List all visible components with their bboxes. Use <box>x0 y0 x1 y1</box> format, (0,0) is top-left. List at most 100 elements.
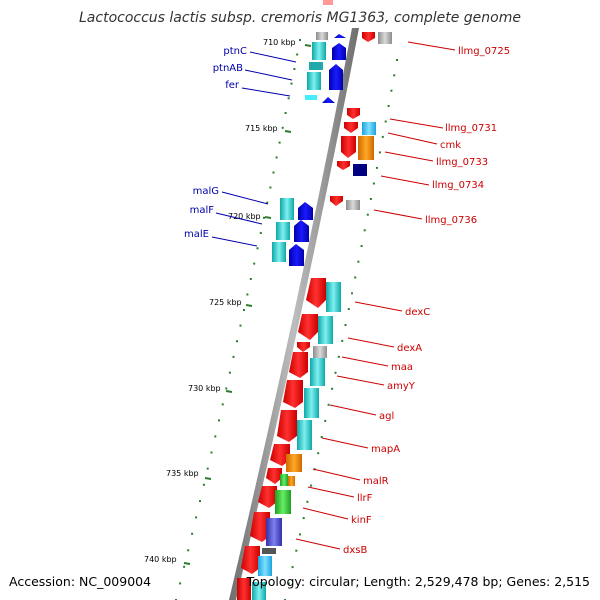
track-dot <box>299 533 301 536</box>
track-dot <box>187 549 190 552</box>
gene-block <box>266 518 282 546</box>
gene-arrow <box>241 546 260 574</box>
gene-block <box>237 578 251 600</box>
track-dot <box>351 292 353 295</box>
track-dot <box>221 403 224 406</box>
callout-leaders <box>211 41 456 550</box>
gene-arrow <box>297 342 310 352</box>
track-dot <box>263 216 265 219</box>
gene-label[interactable]: ptnC <box>223 46 247 57</box>
track-dot <box>390 89 393 92</box>
gene-block <box>378 32 392 44</box>
track-dot <box>296 53 299 56</box>
track-dot <box>366 213 369 216</box>
leader-line <box>244 69 293 81</box>
accession-text: Accession: NC_009004 <box>9 574 151 589</box>
gene-label[interactable]: malR <box>363 476 389 487</box>
gene-arrow <box>277 410 297 442</box>
gene-label[interactable]: dexA <box>397 343 422 354</box>
gene-block <box>272 242 286 262</box>
gene-arrow <box>250 512 270 542</box>
gene-label[interactable]: llmg_0725 <box>458 46 510 57</box>
gene-arrow <box>334 34 346 38</box>
gene-label[interactable]: llmg_0734 <box>432 180 484 191</box>
gene-label[interactable]: llmg_0731 <box>445 123 497 134</box>
tick-mark <box>204 477 212 480</box>
track-dot <box>347 308 350 311</box>
gene-label[interactable]: maa <box>391 362 413 373</box>
gene-block <box>262 548 276 554</box>
track-dot <box>228 371 231 374</box>
leader-line <box>354 301 403 312</box>
track-dot <box>259 232 262 234</box>
gene-label[interactable]: fer <box>225 80 240 91</box>
track-dot <box>372 182 375 185</box>
gene-arrow <box>337 161 350 170</box>
track-dot <box>302 517 305 520</box>
tick-mark <box>183 562 191 565</box>
gene-label[interactable]: cmk <box>440 140 461 151</box>
tick-mark <box>264 216 272 219</box>
tick-mark <box>245 304 253 307</box>
gene-block <box>275 490 291 514</box>
gene-arrow <box>298 202 313 220</box>
gene-block <box>310 358 325 386</box>
gene-labels-left: ptnC ptnAB fer malG malF malE <box>184 46 247 240</box>
track-dot <box>341 339 344 342</box>
inner-tick-track <box>175 39 301 600</box>
gene-label[interactable]: dxsB <box>343 545 367 556</box>
gene-block <box>309 62 323 70</box>
gene-label[interactable]: llmg_0736 <box>425 215 477 226</box>
gene-arrow <box>332 43 346 60</box>
gene-block <box>307 72 321 90</box>
gene-labels-right: llmg_0725 llmg_0731 cmk llmg_0733 llmg_0… <box>343 46 510 556</box>
track-dot <box>199 500 201 503</box>
tick-label: 720 kbp <box>228 212 261 221</box>
leader-line <box>215 212 263 225</box>
leader-line <box>336 375 385 386</box>
gene-label[interactable]: mapA <box>371 444 400 455</box>
gene-block <box>313 346 327 358</box>
gene-block <box>312 42 326 60</box>
gene-label[interactable]: malG <box>193 186 219 197</box>
tick-labels: 710 kbp 715 kbp 720 kbp 725 kbp 730 kbp … <box>144 38 296 564</box>
gene-label[interactable]: ptnAB <box>213 63 243 74</box>
gene-label[interactable]: kinF <box>351 515 372 526</box>
gene-label[interactable]: malF <box>190 205 215 216</box>
gene-block <box>286 454 302 472</box>
tick-label: 725 kbp <box>209 298 242 307</box>
track-dot <box>331 387 334 390</box>
track-dot <box>290 82 293 85</box>
gene-block <box>323 0 333 5</box>
gene-arrow <box>344 122 358 133</box>
gene-label[interactable]: llrF <box>357 493 373 504</box>
tick-label: 710 kbp <box>263 38 296 47</box>
track-dot <box>225 387 228 390</box>
gene-arrow <box>258 486 277 508</box>
track-dot <box>334 371 337 374</box>
gene-arrow <box>362 32 375 42</box>
gene-arrow <box>289 352 308 378</box>
gene-block <box>297 420 312 450</box>
leader-line <box>341 356 389 367</box>
tick-mark <box>225 390 233 393</box>
leader-line <box>312 468 361 481</box>
leader-line <box>380 175 430 186</box>
gene-label[interactable]: amyY <box>387 381 416 392</box>
gene-label[interactable]: dexC <box>405 307 430 318</box>
gene-label[interactable]: malE <box>184 229 209 240</box>
track-dot <box>191 532 194 535</box>
gene-arrow <box>322 97 335 103</box>
gene-label[interactable]: llmg_0733 <box>436 157 488 168</box>
leader-line <box>307 486 355 498</box>
gene-label[interactable]: agl <box>379 411 394 422</box>
track-dot <box>387 105 390 107</box>
track-dot <box>246 293 249 296</box>
track-dot <box>384 120 387 123</box>
track-dot <box>218 419 220 422</box>
track-dot <box>357 260 360 263</box>
genome-backbone <box>229 28 359 600</box>
gene-arrow <box>341 136 356 158</box>
leader-line <box>373 209 423 220</box>
